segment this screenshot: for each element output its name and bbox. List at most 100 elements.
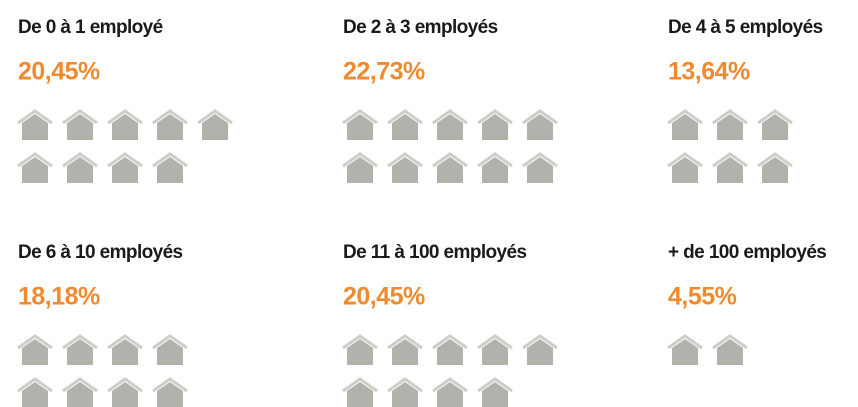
house-icon — [387, 109, 423, 140]
house-roof — [387, 152, 423, 168]
house-icon — [757, 152, 793, 183]
house-roof — [522, 334, 558, 350]
house-roof — [477, 152, 513, 168]
percent-label: 20,45% — [343, 283, 425, 311]
house-icon — [712, 152, 748, 183]
house-icon — [712, 109, 748, 140]
house-icon — [342, 152, 378, 183]
house-body — [717, 157, 743, 183]
house-roof — [107, 377, 143, 393]
house-icon — [477, 334, 513, 365]
house-roof — [152, 152, 188, 168]
house-icon — [152, 377, 188, 407]
house-roof — [432, 334, 468, 350]
house-body — [482, 114, 508, 140]
category-label: De 6 à 10 employés — [18, 242, 183, 263]
house-roof — [387, 334, 423, 350]
house-icon — [757, 109, 793, 140]
house-body — [672, 339, 698, 365]
house-roof — [107, 109, 143, 125]
house-roof — [17, 334, 53, 350]
house-icon — [17, 334, 53, 365]
category-label: De 0 à 1 employé — [18, 17, 163, 38]
house-body — [672, 114, 698, 140]
house-icon — [432, 152, 468, 183]
house-roof — [522, 109, 558, 125]
house-roof — [477, 377, 513, 393]
house-roof — [432, 377, 468, 393]
house-roof — [152, 377, 188, 393]
house-body — [67, 114, 93, 140]
house-icon — [342, 377, 378, 407]
house-icon — [522, 109, 558, 140]
house-icon — [477, 377, 513, 407]
house-roof — [432, 109, 468, 125]
house-roof — [522, 152, 558, 168]
house-body — [437, 339, 463, 365]
house-roof — [667, 109, 703, 125]
house-roof — [17, 152, 53, 168]
house-roof — [62, 334, 98, 350]
house-icon — [477, 152, 513, 183]
house-roof — [107, 334, 143, 350]
house-roof — [342, 377, 378, 393]
house-icon — [432, 334, 468, 365]
house-body — [437, 114, 463, 140]
house-roof — [757, 152, 793, 168]
house-body — [157, 157, 183, 183]
house-body — [347, 114, 373, 140]
house-body — [67, 382, 93, 407]
house-icon — [667, 152, 703, 183]
house-roof — [62, 109, 98, 125]
house-body — [347, 382, 373, 407]
house-body — [762, 114, 788, 140]
house-icon — [522, 334, 558, 365]
house-body — [157, 114, 183, 140]
house-body — [112, 339, 138, 365]
house-body — [202, 114, 228, 140]
house-icon — [62, 152, 98, 183]
house-body — [482, 157, 508, 183]
house-roof — [342, 152, 378, 168]
house-body — [392, 157, 418, 183]
percent-label: 20,45% — [18, 58, 100, 86]
house-body — [347, 339, 373, 365]
house-body — [717, 114, 743, 140]
house-icon — [17, 377, 53, 407]
house-body — [22, 339, 48, 365]
house-body — [22, 114, 48, 140]
percent-label: 13,64% — [668, 58, 750, 86]
percent-label: 4,55% — [668, 283, 737, 311]
category-label: De 2 à 3 employés — [343, 17, 498, 38]
house-icon — [62, 334, 98, 365]
percent-label: 22,73% — [343, 58, 425, 86]
house-roof — [712, 109, 748, 125]
house-roof — [62, 152, 98, 168]
house-roof — [152, 109, 188, 125]
house-roof — [477, 109, 513, 125]
house-roof — [62, 377, 98, 393]
house-body — [67, 339, 93, 365]
house-body — [347, 157, 373, 183]
house-body — [157, 382, 183, 407]
house-icon — [17, 109, 53, 140]
house-body — [67, 157, 93, 183]
house-icon — [152, 152, 188, 183]
house-body — [112, 114, 138, 140]
house-body — [527, 114, 553, 140]
house-roof — [432, 152, 468, 168]
house-icon — [342, 334, 378, 365]
house-icon — [522, 152, 558, 183]
house-roof — [387, 109, 423, 125]
house-roof — [757, 109, 793, 125]
house-icon — [387, 334, 423, 365]
house-body — [22, 157, 48, 183]
house-roof — [477, 334, 513, 350]
house-icon — [197, 109, 233, 140]
house-body — [482, 382, 508, 407]
house-roof — [712, 334, 748, 350]
house-icon — [107, 377, 143, 407]
category-label: + de 100 employés — [668, 242, 826, 263]
house-icon — [667, 109, 703, 140]
